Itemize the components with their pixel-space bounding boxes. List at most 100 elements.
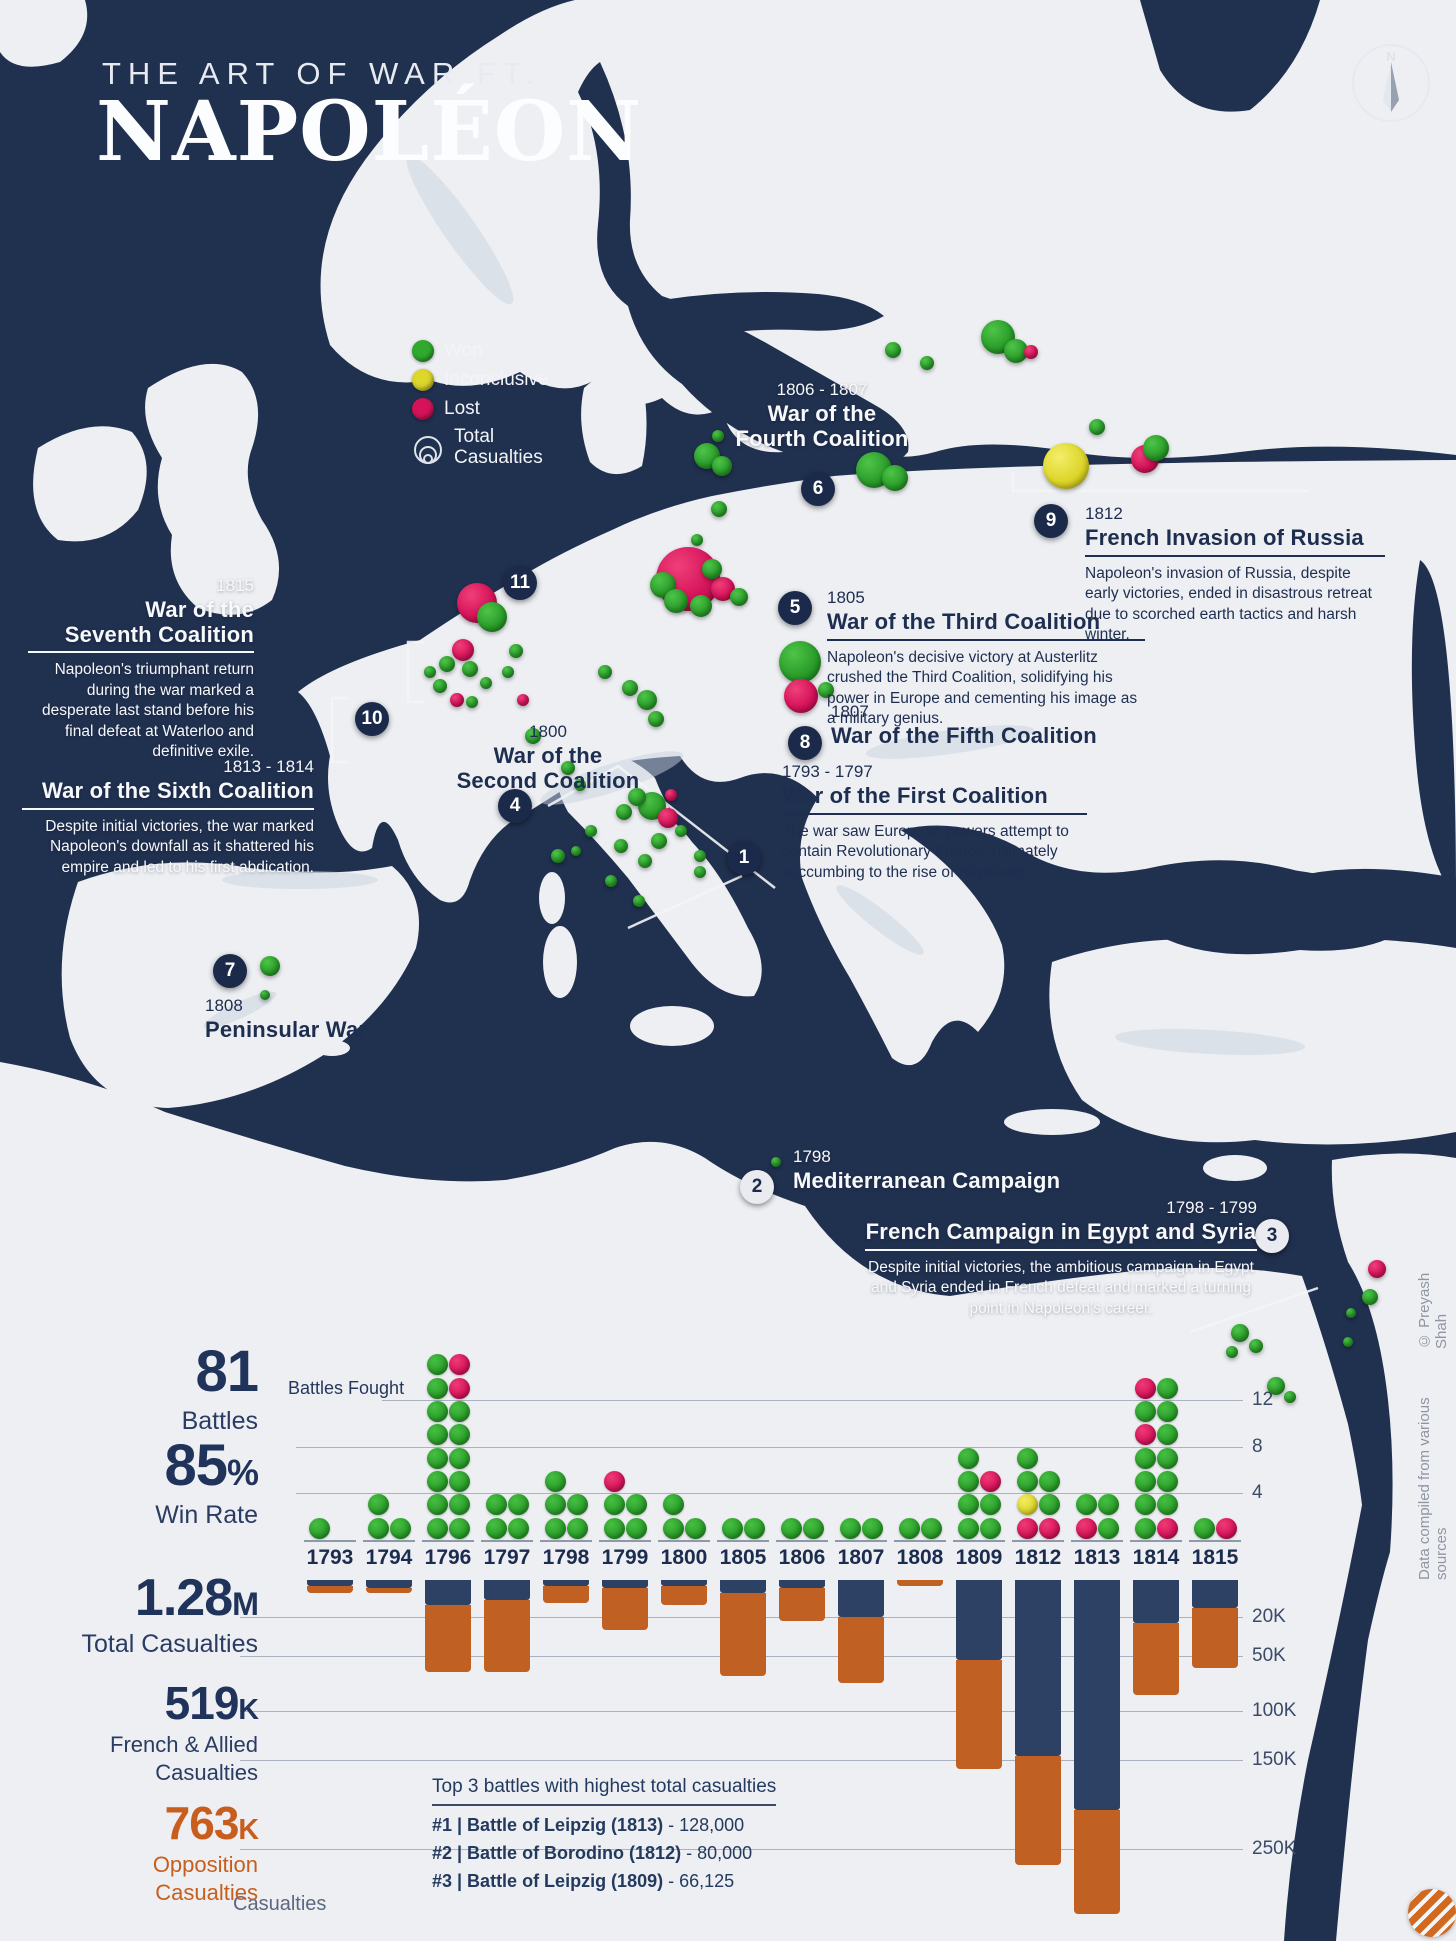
campaign-title-line: War of the Sixth Coalition xyxy=(41,778,314,803)
casualties-grid-label-250k: 250K xyxy=(1252,1837,1297,1859)
battle-result-dot xyxy=(1134,1447,1156,1469)
campaign-label-second: 1800 War of the Second Coalition xyxy=(448,722,648,793)
casualty-bar-opposition xyxy=(1192,1608,1238,1668)
total-casualties-icon xyxy=(414,435,442,464)
campaign-years: 1798 xyxy=(793,1147,831,1166)
map-battle-dot xyxy=(616,804,632,820)
battle-result-dot xyxy=(448,1517,470,1539)
battle-result-dot xyxy=(426,1494,448,1516)
casualty-bar-french xyxy=(956,1580,1002,1660)
map-battle-dot xyxy=(1226,1346,1238,1358)
battle-result-dot xyxy=(426,1424,448,1446)
map-battle-dot xyxy=(1343,1337,1353,1347)
map-battle-dot xyxy=(1231,1324,1249,1342)
map-battle-dot xyxy=(664,589,688,613)
battles-grid-label-8: 8 xyxy=(1252,1435,1263,1457)
campaign-marker-7: 7 xyxy=(213,954,247,988)
stat-value-suffix: K xyxy=(238,1814,259,1846)
battle-result-dot xyxy=(1156,1377,1178,1399)
campaign-label-peninsular: 1808 Peninsular War xyxy=(205,996,445,1043)
map-battle-dot xyxy=(260,956,280,976)
casualty-bar-opposition xyxy=(425,1604,471,1673)
battle-result-dot xyxy=(1193,1517,1215,1539)
page-title: NAPOLÉON xyxy=(96,84,643,180)
campaign-title-line: French Invasion of Russia xyxy=(1085,525,1364,550)
campaign-title: War of the Third Coalition xyxy=(827,609,1145,641)
battle-result-dot xyxy=(448,1447,470,1469)
map-legend: Won Inconclusive Lost Total Casualties xyxy=(412,340,549,469)
campaign-title: War of the Fifth Coalition xyxy=(831,723,1131,749)
map-battle-dot xyxy=(260,990,270,1000)
campaign-title-line: Second Coalition xyxy=(456,767,640,793)
year-label-1797: 1797 xyxy=(483,1546,531,1569)
campaign-title: War of the Sixth Coalition xyxy=(22,778,314,810)
map-battle-dot xyxy=(1043,443,1089,489)
battle-result-dot xyxy=(957,1471,979,1493)
casualty-bar-opposition xyxy=(602,1588,648,1630)
battle-result-dot xyxy=(957,1447,979,1469)
campaign-marker-11: 11 xyxy=(503,566,537,600)
map-battle-dot xyxy=(1249,1339,1263,1353)
casualty-bar-french xyxy=(366,1580,412,1589)
year-baseline xyxy=(599,1540,651,1542)
year-label-1809: 1809 xyxy=(955,1546,1003,1569)
campaign-years: 1793 - 1797 xyxy=(782,762,873,781)
casualty-bar-french xyxy=(779,1580,825,1589)
stat-value: 763K xyxy=(164,1797,259,1849)
campaign-title: War of the Seventh Coalition xyxy=(28,597,254,654)
campaign-title: War of the Fourth Coalition xyxy=(722,401,922,451)
casualty-bar-french xyxy=(1192,1580,1238,1609)
campaign-label-egypt: 1798 - 1799 French Campaign in Egypt and … xyxy=(865,1198,1257,1319)
battle-result-dot xyxy=(507,1517,529,1539)
battle-result-dot xyxy=(721,1517,743,1539)
campaign-title-line: Peninsular War xyxy=(205,1017,368,1042)
casualties-gridline-250k xyxy=(240,1848,1243,1850)
stat-value: 85% xyxy=(164,1433,259,1498)
casualty-bar-french xyxy=(1133,1580,1179,1623)
battle-result-dot xyxy=(1016,1494,1038,1516)
battle-result-dot xyxy=(544,1494,566,1516)
battle-result-dot xyxy=(603,1494,625,1516)
year-baseline xyxy=(422,1540,474,1542)
battle-result-dot xyxy=(1156,1517,1178,1539)
casualties-grid-label-50k: 50K xyxy=(1252,1645,1286,1667)
map-battle-dot xyxy=(433,679,447,693)
battle-result-dot xyxy=(898,1517,920,1539)
map-battle-dot xyxy=(633,895,645,907)
year-baseline xyxy=(953,1540,1005,1542)
map-battle-dot xyxy=(920,356,934,370)
map-battle-dot xyxy=(450,693,464,707)
stat-label-line: Battles xyxy=(181,1407,258,1435)
year-baseline xyxy=(481,1540,533,1542)
battle-result-dot xyxy=(566,1494,588,1516)
battle-result-dot xyxy=(625,1517,647,1539)
top-battle-name: #2 | Battle of Borodino (1812) xyxy=(432,1843,682,1863)
campaign-title-line: War of the xyxy=(145,597,254,622)
legend-dot-won-icon xyxy=(412,340,434,362)
battle-result-dot xyxy=(1038,1471,1060,1493)
battle-result-dot xyxy=(662,1517,684,1539)
campaign-description: Despite initial victories, the ambitious… xyxy=(868,1258,1254,1317)
battle-result-dot xyxy=(625,1494,647,1516)
year-label-1808: 1808 xyxy=(896,1546,944,1569)
stat-win-rate: 85% Win Rate xyxy=(18,1432,259,1531)
map-battle-dot xyxy=(517,694,529,706)
map-battle-dot xyxy=(598,665,612,679)
map-battle-dot xyxy=(818,682,834,698)
top-battle-item: #3 | Battle of Leipzig (1809) - 66,125 xyxy=(432,1871,735,1891)
battle-result-dot xyxy=(780,1517,802,1539)
campaign-label-fifth: 1807 War of the Fifth Coalition xyxy=(831,702,1131,749)
year-baseline xyxy=(1012,1540,1064,1542)
campaign-marker-4: 4 xyxy=(498,789,532,823)
casualties-gridline-150k xyxy=(240,1759,1243,1761)
casualty-bar-french xyxy=(1015,1580,1061,1757)
campaign-title: French Invasion of Russia xyxy=(1085,525,1385,557)
battle-result-dot xyxy=(1156,1447,1178,1469)
battle-result-dot xyxy=(367,1517,389,1539)
campaign-label-russia: 1812 French Invasion of Russia Napoleon's … xyxy=(1085,504,1385,645)
map-battle-dot xyxy=(439,656,455,672)
year-label-1793: 1793 xyxy=(306,1546,354,1569)
map-battle-dot xyxy=(1267,1377,1285,1395)
casualty-bar-opposition xyxy=(1074,1809,1120,1914)
year-baseline xyxy=(717,1540,769,1542)
